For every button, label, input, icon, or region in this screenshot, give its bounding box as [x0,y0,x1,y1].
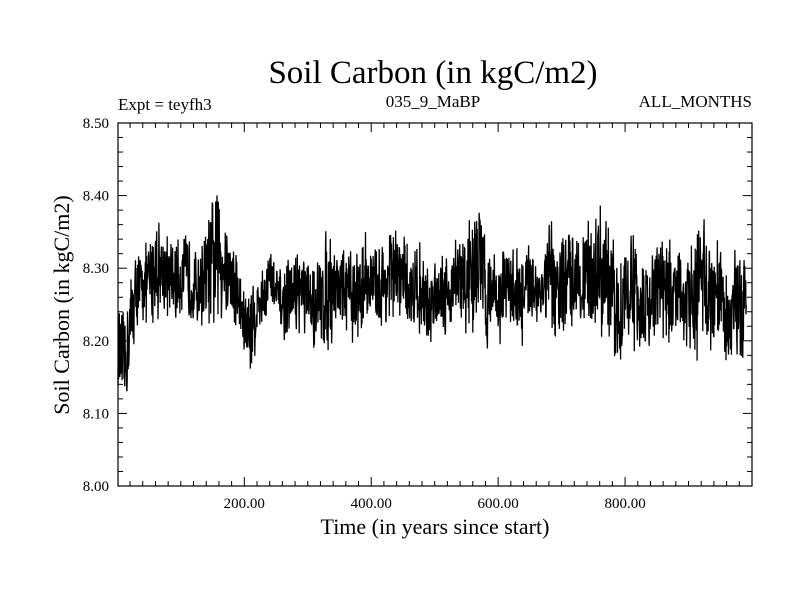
y-tick-label: 8.20 [83,334,109,350]
y-tick-label: 8.10 [83,406,109,422]
x-tick-label: 800.00 [604,496,645,512]
axis-ticks: 200.00 400.00 600.00 800.00 8.00 8.10 8.20 8.30… [83,116,753,512]
plot-area [117,195,747,392]
x-tick-label: 400.00 [351,496,392,512]
x-tick-label: 600.00 [478,496,519,512]
period-label: 035_9_MaBP [386,92,480,111]
series-line-0 [117,195,747,392]
experiment-label: Expt = teyfh3 [118,95,212,114]
months-label: ALL_MONTHS [639,92,752,111]
x-tick-label: 200.00 [224,496,265,512]
y-tick-label: 8.00 [83,479,109,495]
y-axis-label: Soil Carbon (in kgC/m2) [49,195,74,414]
y-tick-label: 8.50 [83,116,109,132]
x-axis-label: Time (in years since start) [321,514,550,539]
y-tick-label: 8.30 [83,261,109,277]
y-tick-label: 8.40 [83,189,109,205]
chart-title: Soil Carbon (in kgC/m2) [268,55,597,91]
